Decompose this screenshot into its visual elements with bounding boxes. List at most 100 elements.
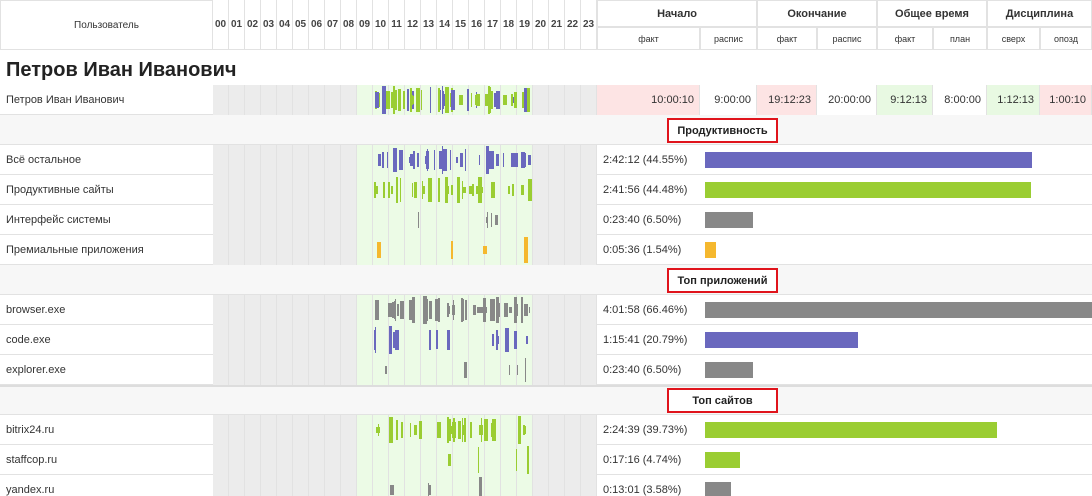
activity-tick: [397, 304, 400, 316]
activity-tick: [389, 484, 394, 496]
activity-tick: [412, 151, 415, 169]
hour-cell: [325, 295, 341, 325]
activity-tick: [393, 147, 396, 173]
hour-cell: [565, 475, 581, 496]
activity-tick: [446, 302, 449, 318]
activity-tick: [489, 90, 493, 110]
sub-label: распис: [817, 27, 877, 50]
hour-cell: [277, 445, 293, 475]
hour-cell: [389, 445, 405, 475]
hour-cell: [565, 325, 581, 355]
value-label: 0:13:01 (3.58%): [603, 484, 682, 496]
activity-tick: [491, 423, 493, 437]
value-label: 2:42:12 (44.55%): [603, 154, 688, 166]
activity-tick: [436, 422, 441, 438]
activity-tick: [388, 303, 392, 317]
hour-cell: [437, 355, 453, 385]
row-name: Премиальные приложения: [6, 244, 144, 256]
hour-cell: [245, 175, 261, 205]
hour-cell: [277, 85, 293, 115]
activity-tick: [428, 300, 432, 320]
hour-cell: [405, 355, 421, 385]
activity-tick: [467, 88, 470, 112]
activity-tick: [382, 181, 385, 199]
hour-cell: [421, 205, 437, 235]
hour-cell: [325, 445, 341, 475]
activity-tick: [408, 156, 411, 164]
activity-tick: [508, 306, 512, 314]
activity-tick: [388, 335, 392, 345]
hour-cell: [245, 145, 261, 175]
hour-cell: [533, 85, 549, 115]
bar: [705, 212, 753, 228]
activity-tick: [521, 303, 523, 317]
activity-tick: [481, 417, 483, 443]
hour-cell: [277, 355, 293, 385]
hour-cell: [533, 205, 549, 235]
activity-tick: [486, 146, 490, 174]
activity-tick: [479, 476, 483, 496]
activity-tick: [485, 94, 489, 106]
row-name: code.exe: [6, 334, 51, 346]
hour-label: 14: [437, 0, 453, 50]
activity-tick: [428, 484, 432, 496]
hour-cell: [373, 205, 389, 235]
activity-tick: [401, 303, 405, 317]
hour-label: 07: [325, 0, 341, 50]
activity-tick: [421, 90, 423, 110]
activity-tick: [524, 87, 529, 113]
hour-cell: [309, 205, 325, 235]
activity-tick: [375, 92, 380, 108]
hour-cell: [517, 325, 533, 355]
hour-cell: [277, 325, 293, 355]
hour-cell: [261, 295, 277, 325]
row-name: explorer.exe: [6, 364, 66, 376]
hour-cell: [341, 205, 357, 235]
hour-label: 09: [357, 0, 373, 50]
hour-cell: [581, 445, 597, 475]
activity-tick: [442, 91, 445, 109]
section-row: [0, 385, 1092, 415]
value-label: 0:17:16 (4.74%): [603, 454, 682, 466]
hour-cell: [421, 235, 437, 265]
activity-tick: [435, 330, 438, 350]
activity-tick: [376, 242, 381, 258]
row-name: Интерфейс системы: [6, 214, 111, 226]
activity-tick: [461, 298, 464, 322]
activity-tick: [523, 153, 527, 167]
activity-tick: [397, 89, 401, 111]
hour-cell: [549, 145, 565, 175]
activity-tick: [494, 214, 498, 226]
hour-label: 11: [389, 0, 405, 50]
hour-cell: [229, 145, 245, 175]
group-label: Дисциплина: [987, 0, 1092, 27]
activity-tick: [450, 150, 452, 170]
value-label: 0:23:40 (6.50%): [603, 364, 682, 376]
activity-tick: [417, 212, 419, 228]
activity-tick: [514, 152, 518, 168]
activity-tick: [409, 300, 413, 320]
hour-cell: [453, 325, 469, 355]
time-cell: 20:00:00: [817, 85, 877, 115]
activity-tick: [416, 153, 419, 167]
hour-cell: [213, 235, 229, 265]
hour-cell: [277, 205, 293, 235]
hour-cell: [309, 145, 325, 175]
activity-tick: [451, 240, 454, 260]
hour-cell: [229, 325, 245, 355]
hour-cell: [261, 475, 277, 496]
activity-tick: [490, 151, 495, 169]
hour-cell: [373, 475, 389, 496]
sub-label: план: [933, 27, 987, 50]
hour-cell: [501, 475, 517, 496]
activity-tick: [520, 152, 525, 168]
hour-cell: [517, 205, 533, 235]
activity-tick: [451, 305, 455, 315]
activity-tick: [504, 328, 509, 352]
hour-cell: [469, 475, 485, 496]
activity-tick: [392, 301, 395, 319]
value-label: 0:23:40 (6.50%): [603, 214, 682, 226]
hour-cell: [469, 325, 485, 355]
activity-tick: [495, 329, 498, 351]
